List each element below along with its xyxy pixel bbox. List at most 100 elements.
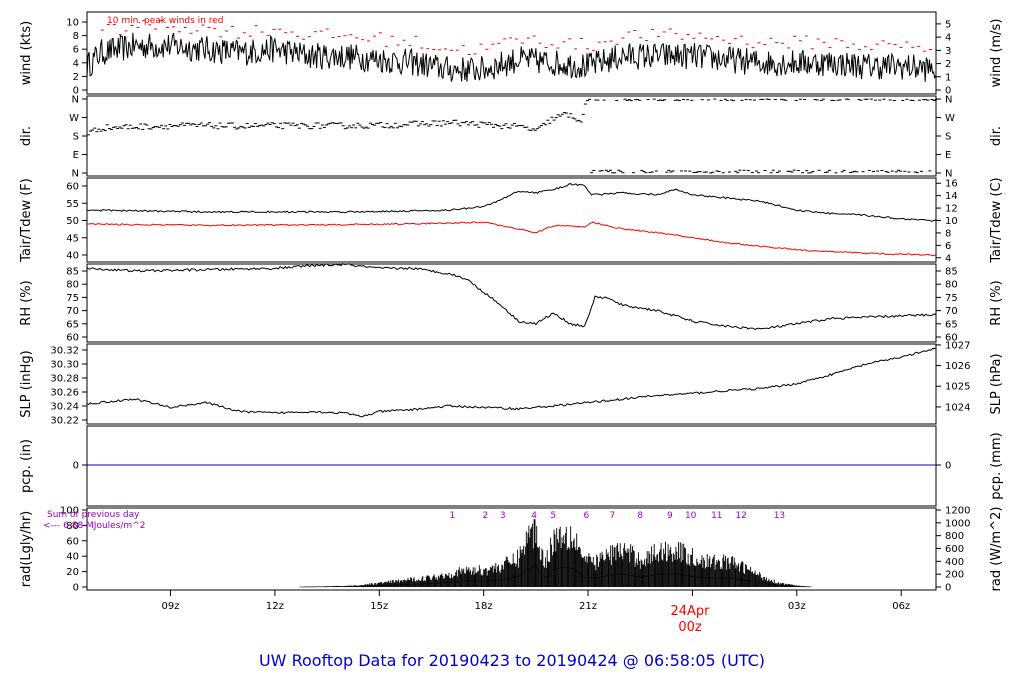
right-tick-label: 8 — [945, 228, 951, 239]
left-tick-label: 0 — [73, 461, 79, 472]
air-temperature-line — [86, 183, 937, 222]
right-tick-label: N — [945, 95, 952, 106]
right-tick-label: 80 — [945, 280, 958, 291]
panel-frame — [86, 95, 937, 177]
left-tick-label: 20 — [66, 567, 79, 578]
panel-rh: 60 65 70 75 80 85 60 65 70 75 80 85 RH (%) RH (%) — [19, 262, 1004, 344]
date-tick-label: 00z — [678, 620, 702, 635]
right-tick-label: 1 — [945, 72, 951, 83]
right-tick-label: W — [945, 113, 955, 124]
right-axis-label: wind (m/s) — [989, 19, 1004, 88]
left-axis-label: Tair/Tdew (F) — [19, 178, 34, 263]
right-tick-label: 1027 — [945, 340, 970, 351]
chart-title: UW Rooftop Data for 20190423 to 20190424… — [259, 651, 765, 670]
panel-frame — [86, 343, 937, 425]
right-axis-label: rad (W/m^2) — [989, 507, 1004, 592]
left-tick-label: E — [73, 150, 79, 161]
radiation-marker: 12 — [735, 511, 746, 521]
left-tick-label: 45 — [66, 233, 79, 244]
right-tick-label: 600 — [945, 544, 964, 555]
right-tick-label: 65 — [945, 319, 958, 330]
left-tick-label: 60 — [66, 182, 79, 193]
left-tick-label: 30.32 — [50, 346, 79, 357]
panel-frame — [86, 11, 937, 95]
left-tick-label: 30.26 — [50, 388, 79, 399]
right-axis-label: dir. — [989, 126, 1004, 146]
humidity-line — [86, 262, 937, 330]
left-axis-label: dir. — [19, 126, 34, 146]
right-tick-label: 6 — [945, 241, 951, 252]
left-tick-label: 0 — [73, 583, 79, 594]
panel-wind: 0 2 4 6 8 10 0 1 2 3 4 5 wind (kts) wind (m/s) 10 min.… — [19, 11, 1004, 97]
pressure-line — [86, 347, 937, 418]
radiation-baseline — [299, 565, 811, 588]
left-tick-label: S — [73, 132, 79, 143]
x-tick-label: 09z — [162, 601, 180, 612]
right-axis-label: RH (%) — [989, 280, 1004, 325]
right-tick-label: 1200 — [945, 506, 970, 517]
peak-wind-note: 10 min. peak winds in red — [107, 16, 224, 26]
right-tick-label: 0 — [945, 86, 951, 97]
left-tick-label: 80 — [66, 521, 79, 532]
panel-frame — [86, 263, 937, 343]
radiation-marker: 10 — [685, 511, 697, 521]
right-tick-label: 1026 — [945, 361, 970, 372]
right-tick-label: 1024 — [945, 402, 970, 413]
left-axis-label: SLP (inHg) — [19, 350, 34, 418]
x-tick-label: 12z — [266, 601, 284, 612]
left-tick-label: 40 — [66, 251, 79, 262]
left-tick-label: N — [72, 169, 79, 180]
right-tick-label: 60 — [945, 333, 958, 344]
left-tick-label: 30.22 — [50, 416, 79, 427]
panel-slp: 30.22 30.24 30.26 30.28 30.30 30.32 1024 1025 10… — [19, 340, 1004, 426]
left-axis-label: pcp. (in) — [19, 439, 34, 493]
left-tick-label: 30.30 — [50, 360, 79, 371]
x-axis: 09z 12z 15z 18z 21z 03z 06z — [162, 590, 910, 612]
radiation-marker: 1 — [449, 511, 455, 521]
left-tick-label: 8 — [73, 31, 79, 42]
panel-frame — [86, 177, 937, 263]
radiation-marker: 8 — [637, 511, 643, 521]
left-axis-label: wind (kts) — [19, 21, 34, 85]
left-tick-label: 40 — [66, 552, 79, 563]
radiation-sum-note: Sum of previous day — [47, 510, 140, 520]
right-tick-label: 16 — [945, 179, 958, 190]
right-tick-label: 14 — [945, 191, 958, 202]
left-tick-label: 70 — [66, 306, 79, 317]
right-tick-label: 75 — [945, 293, 958, 304]
radiation-sum-value: <--- 6.88 MJoules/m^2 — [43, 521, 145, 531]
left-tick-label: 10 — [66, 18, 79, 29]
left-tick-label: 85 — [66, 267, 79, 278]
right-tick-label: N — [945, 169, 952, 180]
radiation-marker: 9 — [667, 511, 673, 521]
right-tick-label: 4 — [945, 33, 951, 44]
left-tick-label: 75 — [66, 293, 79, 304]
right-tick-label: 1025 — [945, 382, 970, 393]
x-tick-label: 03z — [788, 601, 806, 612]
right-tick-label: 200 — [945, 570, 964, 581]
radiation-marker: 7 — [610, 511, 616, 521]
right-tick-label: 0 — [945, 583, 951, 594]
x-tick-label: 21z — [579, 601, 597, 612]
right-tick-label: 10 — [945, 216, 958, 227]
left-axis-label: RH (%) — [19, 280, 34, 325]
left-tick-label: 30.24 — [50, 402, 79, 413]
wind-speed-line — [86, 32, 937, 82]
right-tick-label: 400 — [945, 557, 964, 568]
x-tick-label: 15z — [370, 601, 388, 612]
x-tick-label: 18z — [475, 601, 493, 612]
right-tick-label: S — [945, 132, 951, 143]
left-tick-label: 60 — [66, 333, 79, 344]
right-tick-label: 5 — [945, 19, 951, 30]
left-tick-label: 60 — [66, 536, 79, 547]
right-axis-label: pcp. (mm) — [989, 432, 1004, 499]
left-tick-label: 55 — [66, 199, 79, 210]
left-tick-label: 30.28 — [50, 374, 79, 385]
right-tick-label: 0 — [945, 461, 951, 472]
radiation-marker: 11 — [711, 511, 722, 521]
dewpoint-line — [86, 221, 937, 257]
